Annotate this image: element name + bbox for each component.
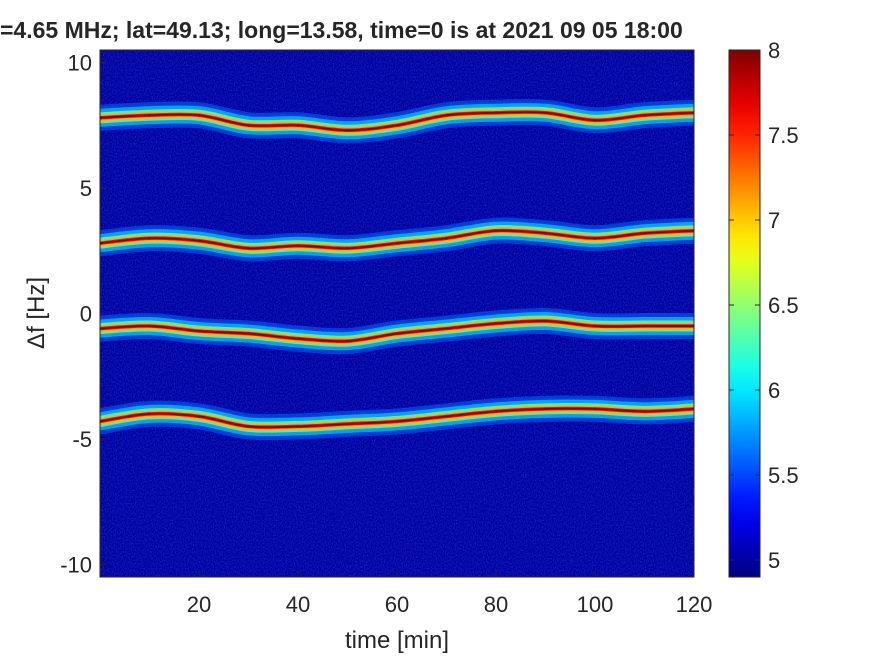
y-tick-label: 5	[80, 176, 92, 201]
x-tick-label: 120	[676, 592, 713, 617]
band-3	[100, 307, 694, 355]
band-point	[445, 237, 448, 240]
band-point	[346, 339, 349, 343]
band-point	[643, 410, 646, 413]
band-point	[593, 119, 597, 122]
band-point	[247, 247, 250, 250]
band-point	[643, 114, 646, 117]
band-point	[395, 124, 399, 127]
band-1	[100, 99, 694, 144]
band-point	[593, 324, 597, 328]
band-point	[296, 337, 300, 340]
band-point	[643, 324, 646, 328]
band-point	[296, 244, 300, 247]
band-point	[247, 124, 250, 127]
band-point	[395, 242, 399, 245]
colorbar-tick-label: 7.5	[768, 123, 799, 148]
colorbar-tick-label: 5.5	[768, 463, 799, 488]
band-point	[494, 410, 498, 413]
band-point	[643, 231, 646, 235]
x-tick-label: 40	[286, 592, 310, 617]
y-axis-label: Δf [Hz]	[23, 277, 50, 349]
colorbar-tick-label: 5	[768, 548, 780, 573]
band-4	[100, 395, 694, 441]
y-tick-label: 0	[80, 302, 92, 327]
band-point	[494, 322, 498, 325]
band-point	[346, 247, 349, 250]
y-tick-label: -5	[72, 427, 92, 452]
colorbar-tick-label: 7	[768, 208, 780, 233]
band-point	[544, 407, 547, 411]
colorbar: 5 5.5 6 6.5 7 7.5 8	[728, 38, 799, 578]
colorbar-tick-label: 6.5	[768, 293, 799, 318]
colorbar-tick-label: 6	[768, 378, 780, 403]
band-point	[445, 114, 448, 117]
y-tick-label: -10	[60, 552, 92, 577]
band-point	[148, 237, 151, 240]
band-2	[100, 217, 694, 262]
frequency-bands	[100, 99, 694, 441]
colorbar-tick-label: 8	[768, 38, 780, 63]
chart-title: =4.65 MHz; lat=49.13; long=13.58, time=0…	[0, 17, 683, 43]
y-tick-label: 10	[68, 51, 92, 76]
band-point	[593, 237, 597, 240]
band-point	[197, 239, 201, 242]
band-point	[197, 329, 201, 333]
band-point	[494, 229, 498, 232]
band-point	[494, 111, 498, 114]
band-point	[197, 114, 201, 117]
x-tick-label: 100	[577, 592, 614, 617]
band-point	[445, 415, 448, 418]
band-point	[148, 412, 151, 416]
band-point	[445, 327, 448, 330]
x-tick-label: 20	[187, 592, 211, 617]
band-point	[247, 425, 250, 428]
band-point	[346, 422, 349, 426]
band-point	[544, 111, 547, 114]
x-tick-label: 80	[484, 592, 508, 617]
band-point	[544, 319, 547, 323]
colorbar-gradient	[728, 49, 761, 578]
band-point	[247, 332, 250, 335]
band-point	[346, 129, 349, 132]
band-point	[148, 114, 151, 117]
band-point	[197, 415, 201, 418]
band-point	[544, 231, 547, 235]
band-point	[296, 124, 300, 127]
band-point	[395, 332, 399, 335]
y-axis: -10 -5 0 5 10	[60, 51, 106, 577]
band-point	[395, 420, 399, 423]
x-axis-label: time [min]	[345, 627, 449, 654]
band-point	[296, 425, 300, 428]
band-point	[593, 407, 597, 411]
x-axis: 20 40 60 80 100 120	[187, 571, 713, 617]
band-point	[148, 324, 151, 328]
x-tick-label: 60	[385, 592, 409, 617]
